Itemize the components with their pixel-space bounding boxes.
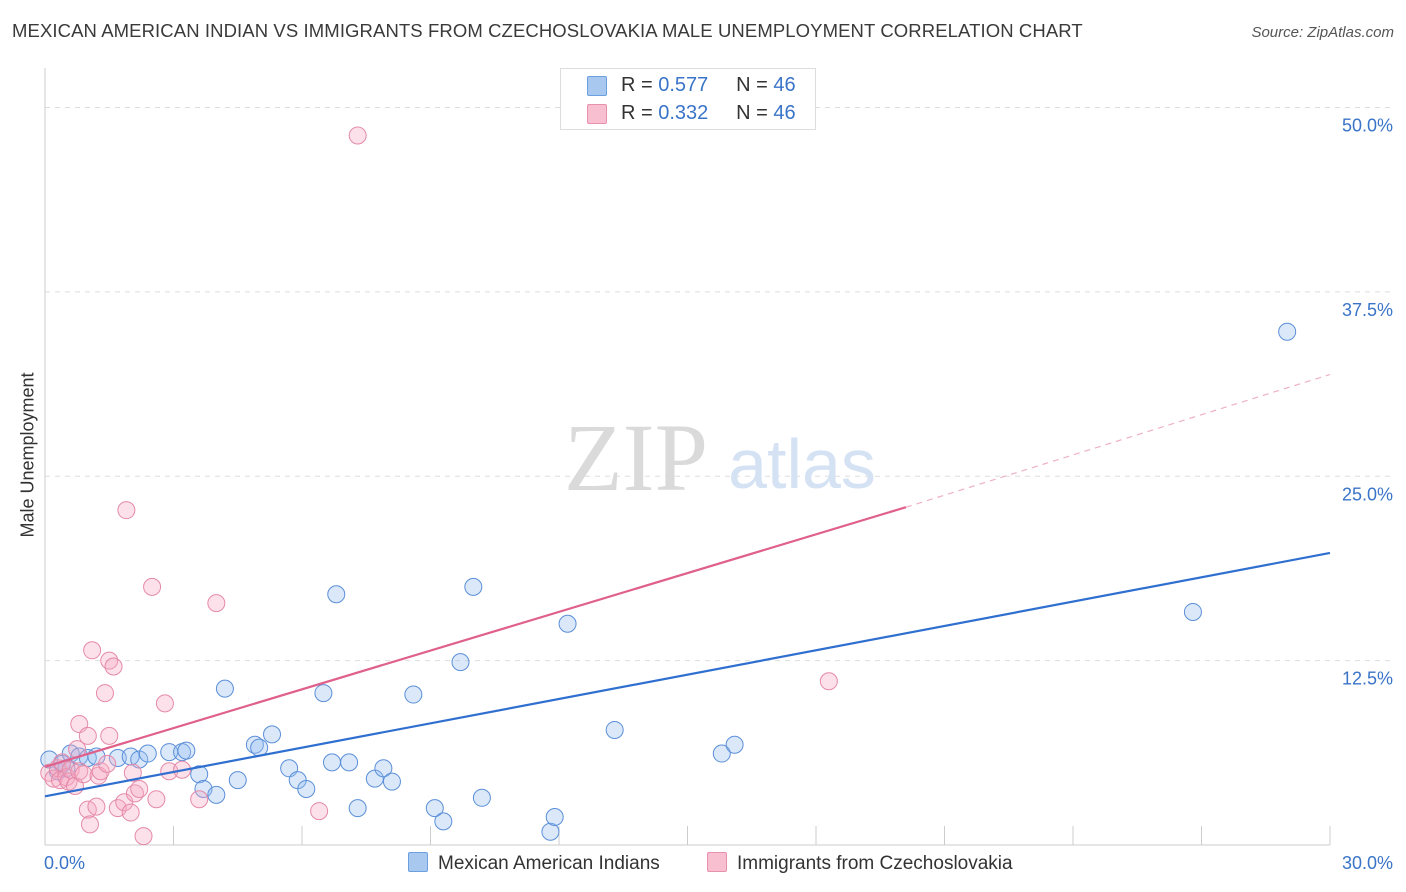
correlation-legend: R = 0.577 N = 46 R = 0.332 N = 46	[560, 68, 816, 130]
data-point	[558, 614, 577, 633]
data-point	[340, 753, 359, 772]
data-point	[74, 765, 93, 784]
bottom-legend-blue: Mexican American Indians	[408, 852, 660, 875]
legend-swatch-pink	[587, 104, 607, 124]
data-point	[605, 720, 624, 739]
source-label: Source: ZipAtlas.com	[1251, 24, 1394, 41]
legend-n-label: N =	[736, 74, 768, 96]
trend-lines	[44, 373, 1331, 798]
y-tick-label: 37.5%	[1342, 300, 1393, 320]
data-point	[725, 735, 744, 754]
data-point	[83, 641, 102, 660]
data-point	[545, 807, 564, 826]
data-point	[228, 771, 247, 790]
data-point	[297, 779, 316, 798]
data-point	[143, 577, 162, 596]
data-point	[134, 827, 153, 846]
bottom-legend-label-pink: Immigrants from Czechoslovakia	[737, 853, 1013, 874]
data-point	[314, 684, 333, 703]
watermark-atlas: atlas	[728, 425, 876, 503]
data-point	[44, 769, 63, 788]
data-point	[95, 684, 114, 703]
data-point	[100, 726, 119, 745]
bottom-legend-pink: Immigrants from Czechoslovakia	[707, 852, 1013, 875]
legend-r-label: R =	[621, 74, 653, 96]
data-point	[215, 679, 234, 698]
data-point	[117, 501, 136, 520]
trend-line	[44, 551, 1331, 798]
data-point	[130, 779, 149, 798]
data-point	[147, 790, 166, 809]
legend-text-blue: R = 0.577 N = 46	[621, 74, 796, 97]
chart-title: MEXICAN AMERICAN INDIAN VS IMMIGRANTS FR…	[12, 20, 1083, 41]
data-point	[712, 744, 731, 763]
data-point	[404, 685, 423, 704]
data-point	[80, 815, 99, 834]
legend-n-label: N =	[736, 102, 768, 124]
data-point	[138, 744, 157, 763]
tick-labels: 12.5% 25.0% 37.5% 50.0% 0.0% 30.0%	[44, 116, 1393, 874]
legend-r-value: 0.332	[658, 102, 709, 124]
data-point	[207, 785, 226, 804]
legend-n-value: 46	[773, 74, 796, 96]
data-point	[121, 803, 140, 822]
bottom-legend-swatch-blue	[408, 852, 428, 872]
x-tick-label-min: 0.0%	[44, 853, 85, 873]
data-point	[177, 741, 196, 760]
data-point	[348, 126, 367, 145]
data-point	[322, 753, 341, 772]
data-point	[472, 788, 491, 807]
data-point	[1278, 322, 1297, 341]
data-point	[91, 762, 110, 781]
data-point	[464, 577, 483, 596]
data-point	[108, 748, 127, 767]
y-tick-label: 12.5%	[1342, 669, 1393, 689]
data-point	[78, 726, 97, 745]
legend-r-value: 0.577	[658, 74, 709, 96]
data-point	[819, 672, 838, 691]
data-point	[541, 822, 560, 841]
watermark-zip: ZIP	[564, 404, 708, 511]
series-mexican-american-indians	[40, 322, 1297, 841]
watermark: ZIP atlas	[564, 404, 876, 511]
y-tick-label: 25.0%	[1342, 484, 1393, 504]
data-point	[425, 799, 444, 818]
grid-lines	[45, 107, 1392, 662]
data-point	[190, 765, 209, 784]
data-point	[104, 657, 123, 676]
data-point	[327, 585, 346, 604]
data-point	[348, 799, 367, 818]
legend-swatch-blue	[587, 76, 607, 96]
data-point	[1183, 602, 1202, 621]
data-point	[434, 812, 453, 831]
data-point	[310, 802, 329, 821]
series-immigrants-from-czechoslovakia	[40, 126, 838, 846]
data-point	[87, 797, 106, 816]
data-point	[207, 594, 226, 613]
trend-line-extension	[905, 373, 1331, 508]
legend-r-label: R =	[621, 102, 653, 124]
data-point	[190, 790, 209, 809]
y-tick-label: 50.0%	[1342, 116, 1393, 136]
data-point	[374, 759, 393, 778]
x-tick-label-max: 30.0%	[1342, 853, 1393, 873]
data-point	[155, 694, 174, 713]
data-point	[263, 725, 282, 744]
data-point	[123, 763, 142, 782]
legend-text-pink: R = 0.332 N = 46	[621, 102, 796, 125]
bottom-legend-label-blue: Mexican American Indians	[438, 853, 660, 874]
data-point	[382, 772, 401, 791]
trend-line	[44, 506, 907, 768]
data-point	[451, 653, 470, 672]
data-point	[115, 793, 134, 812]
bottom-legend-swatch-pink	[707, 852, 727, 872]
legend-n-value: 46	[773, 102, 796, 124]
data-point	[98, 754, 117, 773]
